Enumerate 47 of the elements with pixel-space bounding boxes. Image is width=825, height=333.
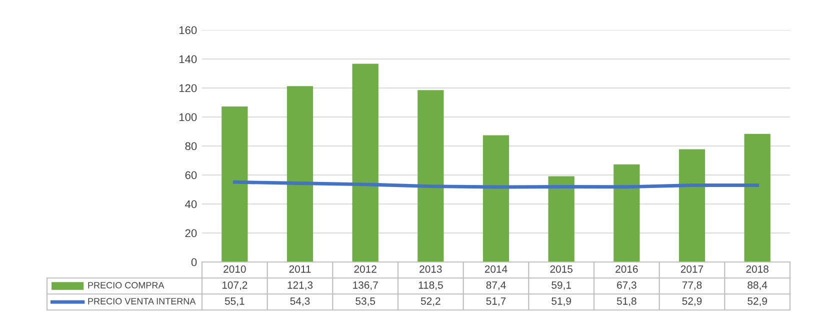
bar (418, 90, 444, 262)
data-label: 51,7 (486, 298, 506, 306)
data-label: 52,9 (748, 297, 767, 306)
data-label: 118,5 (418, 281, 443, 290)
data-label: 67,3 (617, 281, 636, 290)
data-label: 136,7 (353, 281, 378, 290)
y-tick-label: 20 (185, 229, 197, 238)
data-label: 77,8 (682, 281, 702, 290)
bar (482, 135, 510, 262)
bar (222, 106, 248, 262)
data-label: 53,5 (356, 297, 376, 306)
bar (744, 134, 770, 262)
bar (678, 149, 706, 262)
data-label: 121,3 (288, 281, 313, 290)
data-label: 107,2 (222, 281, 248, 290)
legend-label: PRECIO COMPRA (88, 282, 164, 288)
y-tick-label: 140 (179, 55, 197, 64)
y-tick-label: 0 (191, 258, 197, 266)
x-tick-label: 2014 (484, 265, 508, 273)
y-tick-label: 160 (179, 26, 197, 34)
x-tick-label: 2016 (616, 265, 638, 273)
data-label: 52,9 (682, 297, 702, 306)
y-tick-label: 120 (179, 84, 197, 92)
y-tick-label: 40 (185, 200, 197, 208)
x-tick-label: 2012 (354, 265, 376, 273)
x-tick-label: 2011 (289, 265, 311, 273)
data-label: 59,1 (552, 281, 571, 290)
y-tick-label: 80 (185, 142, 197, 150)
y-tick-label: 60 (185, 171, 197, 180)
bar (352, 64, 378, 262)
legend-label: PRECIO VENTA INTERNA (88, 298, 196, 304)
x-tick-label: 2018 (746, 265, 768, 273)
data-label: 55,1 (224, 298, 244, 306)
data-label: 52,2 (420, 297, 440, 306)
y-tick-label: 100 (179, 113, 197, 122)
data-label: 87,4 (486, 281, 506, 290)
bar (614, 164, 640, 262)
x-tick-label: 2013 (420, 265, 442, 273)
x-tick-label: 2010 (224, 265, 246, 273)
data-label: 54,3 (290, 297, 310, 306)
x-tick-label: 2017 (680, 265, 704, 273)
data-label: 51,8 (616, 297, 636, 306)
data-label: 88,4 (748, 281, 768, 290)
x-tick-label: 2015 (550, 265, 572, 273)
data-label: 51,9 (552, 297, 571, 306)
bar (286, 86, 314, 262)
bar (548, 176, 574, 262)
